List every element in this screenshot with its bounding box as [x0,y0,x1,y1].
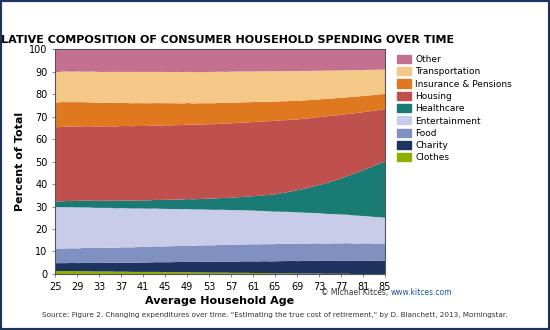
Text: Source: Figure 2. Changing expenditures over time. "Estimating the true cost of : Source: Figure 2. Changing expenditures … [42,312,508,318]
Y-axis label: Percent of Total: Percent of Total [15,112,25,211]
X-axis label: Average Household Age: Average Household Age [145,296,295,306]
Legend: Other, Transportation, Insurance & Pensions, Housing, Healthcare, Entertainment,: Other, Transportation, Insurance & Pensi… [396,54,513,163]
Text: www.kitces.com: www.kitces.com [390,288,452,297]
Text: © Michael Kitces,: © Michael Kitces, [321,288,390,297]
Title: RELATIVE COMPOSITION OF CONSUMER HOUSEHOLD SPENDING OVER TIME: RELATIVE COMPOSITION OF CONSUMER HOUSEHO… [0,35,454,45]
